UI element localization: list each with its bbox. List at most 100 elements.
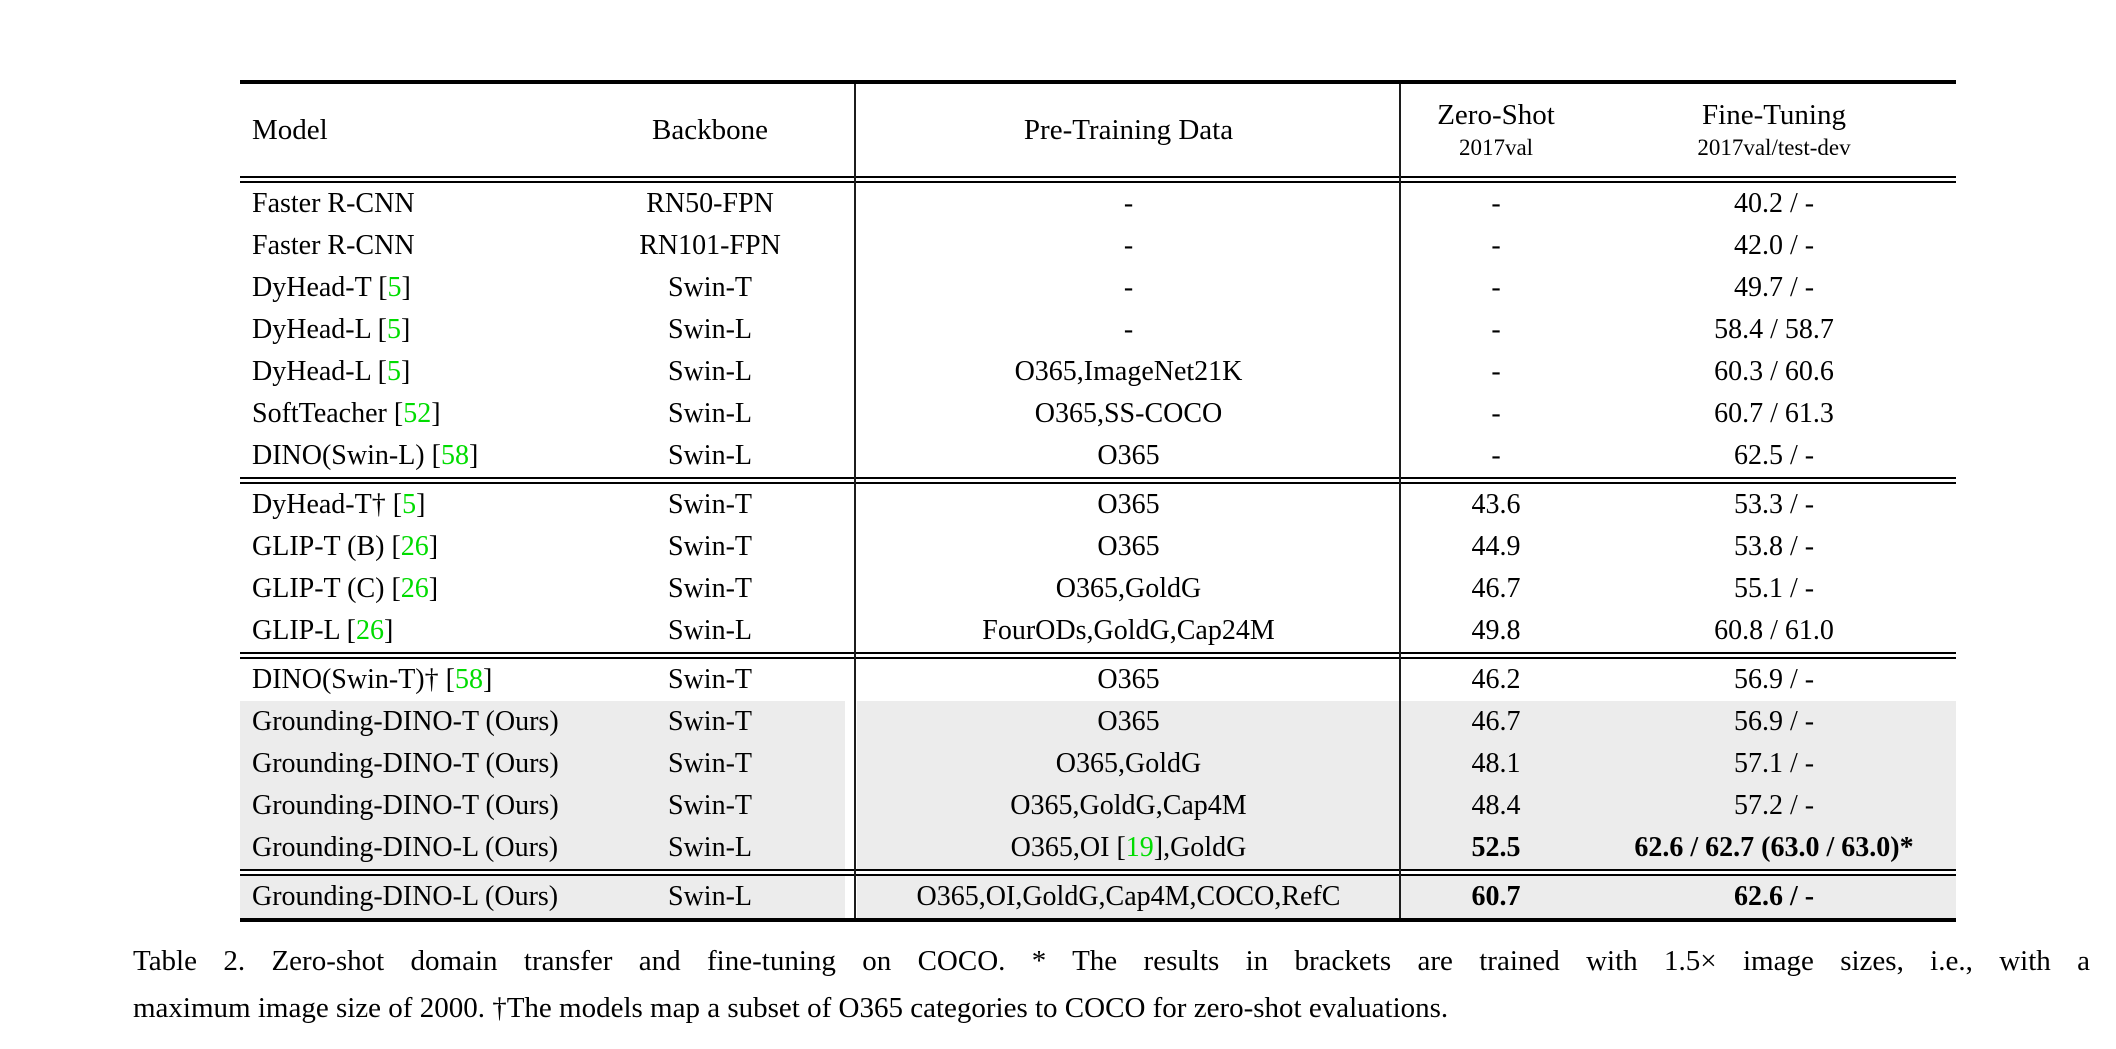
model-cell: DyHead-T† [5] [240, 484, 575, 526]
model-cell: DyHead-L [5] [240, 351, 575, 393]
citation-number[interactable]: 5 [387, 272, 402, 303]
table-row: GLIP-L [26] Swin-L FourODs,GoldG,Cap24M … [240, 610, 1956, 652]
cell-text: DINO(Swin-T)† [ [252, 664, 455, 695]
citation-number[interactable]: 26 [400, 531, 429, 562]
citation-number[interactable]: 58 [440, 440, 469, 471]
finetune-cell: 53.3 / - [1592, 484, 1956, 526]
citation-number[interactable]: 5 [402, 489, 417, 520]
cell-text: O365,OI,GoldG,Cap4M,COCO,RefC [916, 881, 1341, 912]
zeroshot-cell: 46.2 [1400, 659, 1592, 701]
cell-text: Grounding-DINO-T (Ours) [252, 748, 559, 779]
backbone-cell: Swin-L [668, 832, 752, 863]
cell-text: O365,OI [ [1010, 832, 1126, 863]
pretrain-cell: O365,SS-COCO [857, 393, 1400, 435]
caption-line-1: Table 2. Zero-shot domain transfer and f… [133, 945, 2090, 977]
model-cell: SoftTeacher [52] [240, 393, 575, 435]
table-row: Grounding-DINO-L (Ours) Swin-L O365,OI,G… [240, 876, 1956, 918]
cell-text: GLIP-T (C) [ [252, 573, 401, 604]
finetune-cell: 56.9 / - [1592, 659, 1956, 701]
cell-text: DyHead-L [ [252, 356, 388, 387]
cell-text: ] [482, 664, 493, 695]
citation-number[interactable]: 26 [400, 573, 429, 604]
backbone-cell: Swin-T [668, 706, 752, 737]
cell-text: - [1491, 398, 1501, 429]
model-cell: Grounding-DINO-T (Ours) [240, 743, 575, 785]
pretrain-cell: O365 [857, 435, 1400, 477]
model-cell: Grounding-DINO-L (Ours) [240, 827, 575, 869]
finetune-cell: 57.2 / - [1592, 785, 1956, 827]
finetune-cell: 42.0 / - [1592, 225, 1956, 267]
cell-text: ] [401, 314, 411, 345]
cell-text: O365 [1097, 706, 1160, 737]
cell-text: GLIP-L [ [252, 615, 356, 646]
cell-text: O365,SS-COCO [1034, 398, 1223, 429]
cell-text: GLIP-T (B) [ [252, 531, 401, 562]
column-divider-1 [854, 84, 856, 918]
cell-text: 46.7 [1471, 706, 1521, 737]
zeroshot-cell: - [1400, 225, 1592, 267]
model-cell: Grounding-DINO-L (Ours) [240, 876, 575, 918]
backbone-cell: Swin-L [668, 440, 752, 471]
cell-text: O365,ImageNet21K [1014, 356, 1243, 387]
header-zeroshot-title: Zero-Shot [1437, 99, 1555, 131]
results-table: Model Backbone Pre-Training Data Zero-Sh… [240, 80, 1956, 922]
cell-text: 46.2 [1471, 664, 1521, 695]
zeroshot-cell: 46.7 [1400, 701, 1592, 743]
backbone-cell: RN101-FPN [639, 230, 781, 261]
cell-text: 49.7 / - [1733, 272, 1815, 303]
cell-text: - [1491, 356, 1501, 387]
citation-number[interactable]: 26 [355, 615, 384, 646]
cell-text: 58.4 / 58.7 [1714, 314, 1834, 345]
cell-text: ] [428, 531, 439, 562]
cell-text: 48.1 [1471, 748, 1521, 779]
pretrain-cell: O365,GoldG [857, 568, 1400, 610]
cell-text: Grounding-DINO-L (Ours) [252, 881, 559, 912]
finetune-cell: 62.6 / - [1592, 876, 1956, 918]
cell-text: ] [383, 615, 394, 646]
pretrain-cell: O365,OI,GoldG,Cap4M,COCO,RefC [857, 876, 1400, 918]
cell-text: O365 [1097, 489, 1160, 520]
finetune-cell: 62.6 / 62.7 (63.0 / 63.0)* [1592, 827, 1956, 869]
caption-line-2: maximum image size of 2000. †The models … [133, 992, 1449, 1024]
section-separator-rule [240, 477, 1956, 484]
finetune-cell: 58.4 / 58.7 [1592, 309, 1956, 351]
cell-text: O365 [1097, 531, 1160, 562]
citation-number[interactable]: 5 [387, 356, 402, 387]
cell-text: 40.2 / - [1733, 188, 1815, 219]
table-row: DyHead-L [5] Swin-L - - 58.4 / 58.7 [240, 309, 1956, 351]
table-bottom-rule [240, 918, 1956, 922]
cell-text: 60.7 [1471, 881, 1521, 912]
pretrain-cell: - [857, 309, 1400, 351]
citation-number[interactable]: 19 [1125, 832, 1154, 863]
backbone-cell: Swin-L [668, 398, 752, 429]
citation-number[interactable]: 58 [454, 664, 483, 695]
backbone-cell: Swin-L [668, 356, 752, 387]
cell-text: 49.8 [1471, 615, 1521, 646]
table-header-row: Model Backbone Pre-Training Data Zero-Sh… [240, 84, 1956, 176]
backbone-cell: Swin-T [668, 664, 752, 695]
cell-text: 57.2 / - [1733, 790, 1815, 821]
model-cell: Faster R-CNN [240, 183, 575, 225]
cell-text: - [1491, 188, 1501, 219]
cell-text: - [1123, 272, 1134, 303]
zeroshot-cell: 60.7 [1400, 876, 1592, 918]
citation-number[interactable]: 52 [403, 398, 432, 429]
backbone-cell: RN50-FPN [646, 188, 774, 219]
pretrain-cell: - [857, 225, 1400, 267]
model-cell: Grounding-DINO-T (Ours) [240, 701, 575, 743]
section-separator-rule [240, 869, 1956, 876]
pretrain-cell: - [857, 267, 1400, 309]
cell-text: ] [431, 398, 441, 429]
finetune-cell: 53.8 / - [1592, 526, 1956, 568]
model-cell: GLIP-T (B) [26] [240, 526, 575, 568]
pretrain-cell: O365,ImageNet21K [857, 351, 1400, 393]
zeroshot-cell: - [1400, 267, 1592, 309]
model-cell: DyHead-L [5] [240, 309, 575, 351]
cell-text: 42.0 / - [1733, 230, 1815, 261]
zeroshot-cell: - [1400, 393, 1592, 435]
table-row: Grounding-DINO-L (Ours) Swin-L O365,OI [… [240, 827, 1956, 869]
citation-number[interactable]: 5 [387, 314, 402, 345]
table-body: Faster R-CNN RN50-FPN - - 40.2 / - Faste… [240, 176, 1956, 922]
header-zeroshot-sub: 2017val [1458, 135, 1534, 160]
backbone-cell: Swin-T [668, 748, 752, 779]
